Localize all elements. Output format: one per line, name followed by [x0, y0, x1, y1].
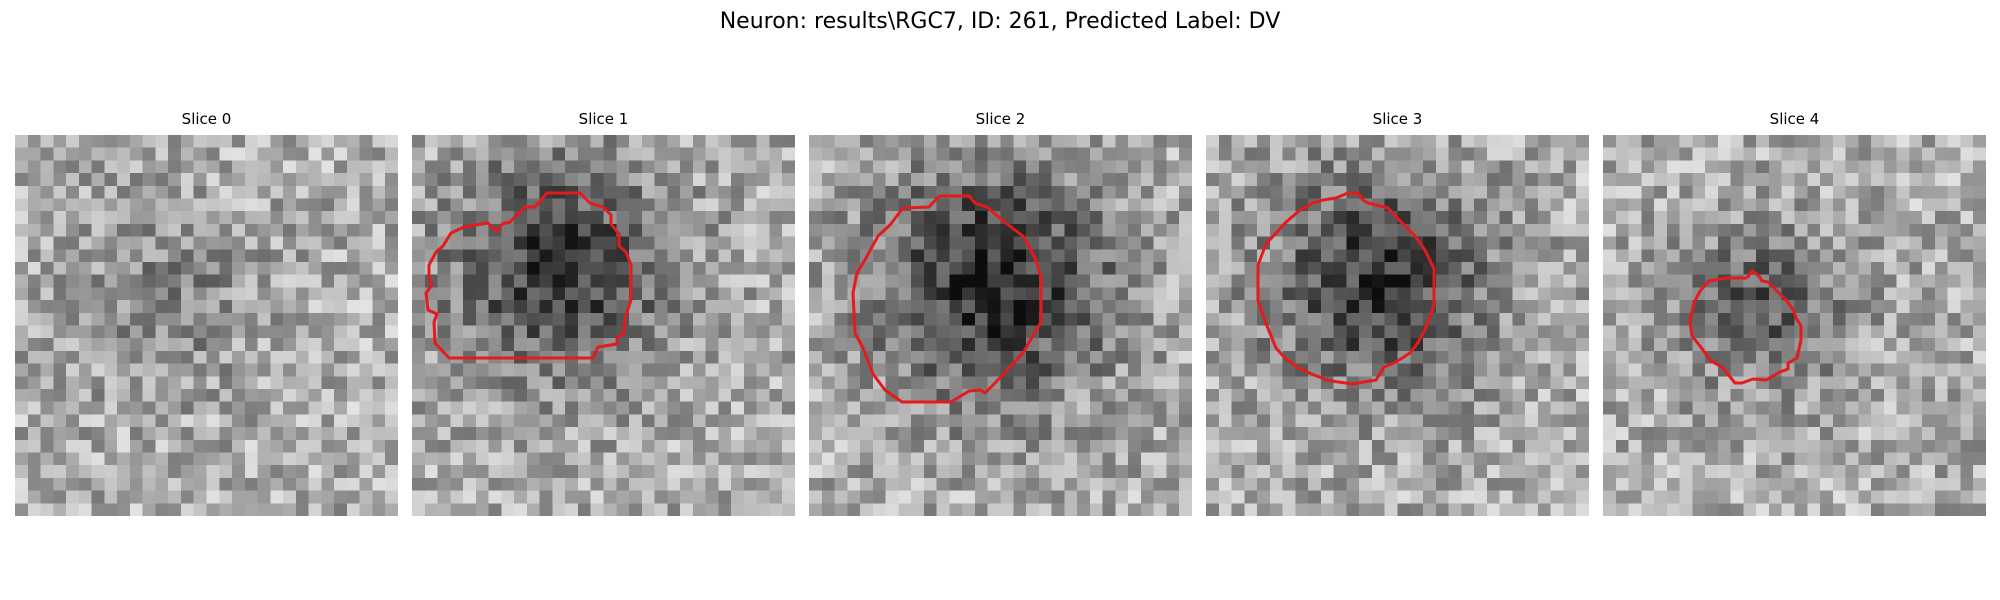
slice-image-4 — [1603, 135, 1986, 516]
slice-pixels-2 — [809, 135, 1192, 516]
slice-title-2: Slice 2 — [975, 110, 1026, 128]
contour-line-4 — [1688, 269, 1803, 385]
slice-image-2 — [809, 135, 1192, 516]
soma-contour-3 — [1256, 191, 1436, 386]
contour-line-1 — [424, 191, 633, 360]
slice-title-1: Slice 1 — [578, 110, 629, 128]
slice-pixels-1 — [412, 135, 795, 516]
slice-pixels-4 — [1603, 135, 1986, 516]
figure-title: Neuron: results\RGC7, ID: 261, Predicted… — [719, 9, 1281, 34]
soma-contour-1 — [424, 191, 633, 360]
slice-image-1 — [412, 135, 795, 516]
soma-contour-4 — [1688, 269, 1803, 385]
slice-title-4: Slice 4 — [1769, 110, 1820, 128]
slice-pixels-3 — [1206, 135, 1589, 516]
slice-title-3: Slice 3 — [1372, 110, 1423, 128]
contour-line-3 — [1256, 191, 1436, 386]
contour-line-2 — [851, 194, 1043, 404]
slice-image-0 — [15, 135, 398, 516]
slice-pixels-0 — [15, 135, 398, 516]
soma-contour-2 — [851, 194, 1043, 404]
slice-image-3 — [1206, 135, 1589, 516]
slice-title-0: Slice 0 — [181, 110, 232, 128]
